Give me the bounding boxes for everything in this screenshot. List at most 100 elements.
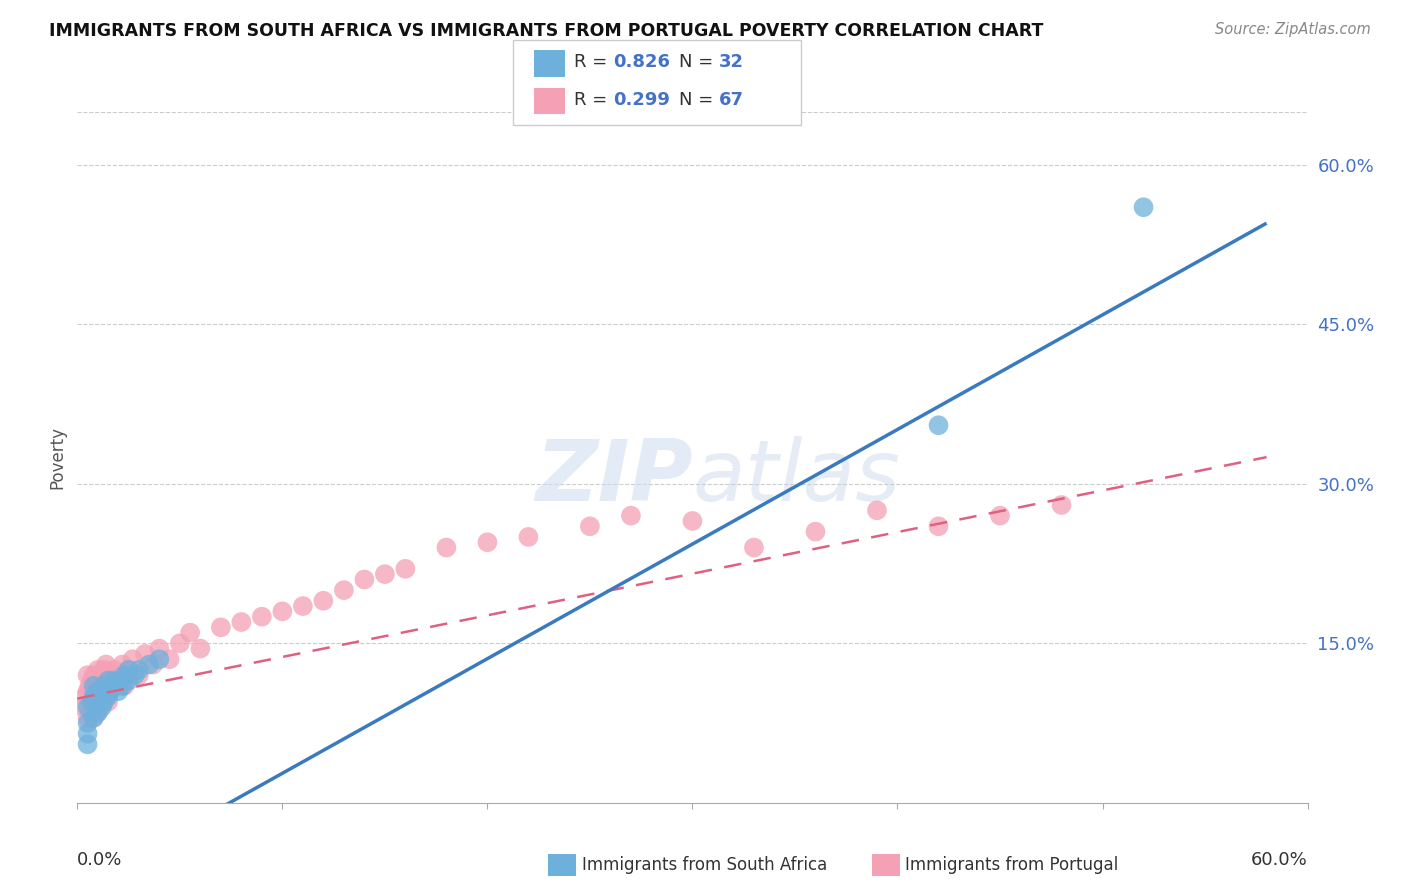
Point xyxy=(87,706,110,720)
Point xyxy=(83,690,105,704)
Point xyxy=(83,711,105,725)
Point xyxy=(114,679,136,693)
Point xyxy=(90,695,114,709)
Point xyxy=(312,593,335,607)
Point xyxy=(93,679,115,693)
Text: 0.299: 0.299 xyxy=(613,91,669,109)
Point xyxy=(83,679,105,693)
Point xyxy=(97,673,120,688)
Point xyxy=(250,609,273,624)
Point xyxy=(436,541,458,555)
Point xyxy=(682,514,704,528)
Point xyxy=(84,695,107,709)
Point xyxy=(98,684,121,698)
Point xyxy=(83,668,105,682)
Point xyxy=(107,668,129,682)
Point xyxy=(84,673,107,688)
Text: ZIP: ZIP xyxy=(534,436,693,519)
Point xyxy=(90,700,114,714)
Point xyxy=(87,706,110,720)
Text: N =: N = xyxy=(679,91,718,109)
Point xyxy=(76,700,98,714)
Point xyxy=(111,657,134,672)
Point xyxy=(159,652,181,666)
Point xyxy=(89,673,111,688)
Point xyxy=(110,673,132,688)
Point xyxy=(374,567,396,582)
Point xyxy=(271,604,294,618)
Point xyxy=(97,695,120,709)
Point xyxy=(988,508,1011,523)
Point xyxy=(117,663,139,677)
Point xyxy=(333,583,356,598)
Point xyxy=(72,700,94,714)
Point xyxy=(188,641,212,656)
Point xyxy=(179,625,201,640)
Point xyxy=(148,652,170,666)
Point xyxy=(101,673,124,688)
Text: Immigrants from Portugal: Immigrants from Portugal xyxy=(905,856,1119,874)
Point xyxy=(97,668,120,682)
Point xyxy=(87,684,110,698)
Point xyxy=(394,562,416,576)
Point xyxy=(83,711,105,725)
Point xyxy=(80,673,103,688)
Point xyxy=(121,652,143,666)
Point xyxy=(353,573,375,587)
Point xyxy=(620,508,643,523)
Point xyxy=(742,541,765,555)
Point xyxy=(928,418,950,433)
Point xyxy=(128,668,150,682)
Point xyxy=(76,737,98,751)
Point xyxy=(169,636,191,650)
Point xyxy=(866,503,889,517)
Point xyxy=(124,668,146,682)
Point xyxy=(87,684,110,698)
Point xyxy=(80,695,103,709)
Point xyxy=(128,663,150,677)
Text: IMMIGRANTS FROM SOUTH AFRICA VS IMMIGRANTS FROM PORTUGAL POVERTY CORRELATION CHA: IMMIGRANTS FROM SOUTH AFRICA VS IMMIGRAN… xyxy=(49,22,1043,40)
Text: 0.0%: 0.0% xyxy=(77,851,122,869)
Point xyxy=(114,668,136,682)
Text: R =: R = xyxy=(574,54,613,71)
Point xyxy=(231,615,253,629)
Point xyxy=(80,700,103,714)
Point xyxy=(477,535,499,549)
Point xyxy=(117,663,139,677)
Text: R =: R = xyxy=(574,91,613,109)
Point xyxy=(110,673,132,688)
Point xyxy=(89,700,111,714)
Point xyxy=(79,706,101,720)
Point xyxy=(94,684,117,698)
Point xyxy=(98,684,121,698)
Point xyxy=(291,599,314,613)
Point xyxy=(928,519,950,533)
Point xyxy=(103,663,125,677)
Point xyxy=(79,679,101,693)
Text: atlas: atlas xyxy=(693,436,900,519)
Point xyxy=(75,690,97,704)
Point xyxy=(517,530,540,544)
Y-axis label: Poverty: Poverty xyxy=(48,425,66,489)
Text: Source: ZipAtlas.com: Source: ZipAtlas.com xyxy=(1215,22,1371,37)
Point xyxy=(83,690,105,704)
Point xyxy=(93,690,115,704)
Point xyxy=(105,679,128,693)
Point xyxy=(76,668,98,682)
Text: Immigrants from South Africa: Immigrants from South Africa xyxy=(582,856,827,874)
Text: 0.826: 0.826 xyxy=(613,54,671,71)
Point xyxy=(209,620,232,634)
Point xyxy=(87,695,110,709)
Point xyxy=(579,519,602,533)
Point xyxy=(804,524,827,539)
Text: 32: 32 xyxy=(718,54,744,71)
Point xyxy=(76,684,98,698)
Point xyxy=(1132,200,1154,214)
Point xyxy=(111,679,134,693)
Point xyxy=(76,726,98,740)
Point xyxy=(94,657,117,672)
Point xyxy=(142,657,165,672)
Point xyxy=(90,684,114,698)
Point xyxy=(138,657,160,672)
Text: N =: N = xyxy=(679,54,718,71)
